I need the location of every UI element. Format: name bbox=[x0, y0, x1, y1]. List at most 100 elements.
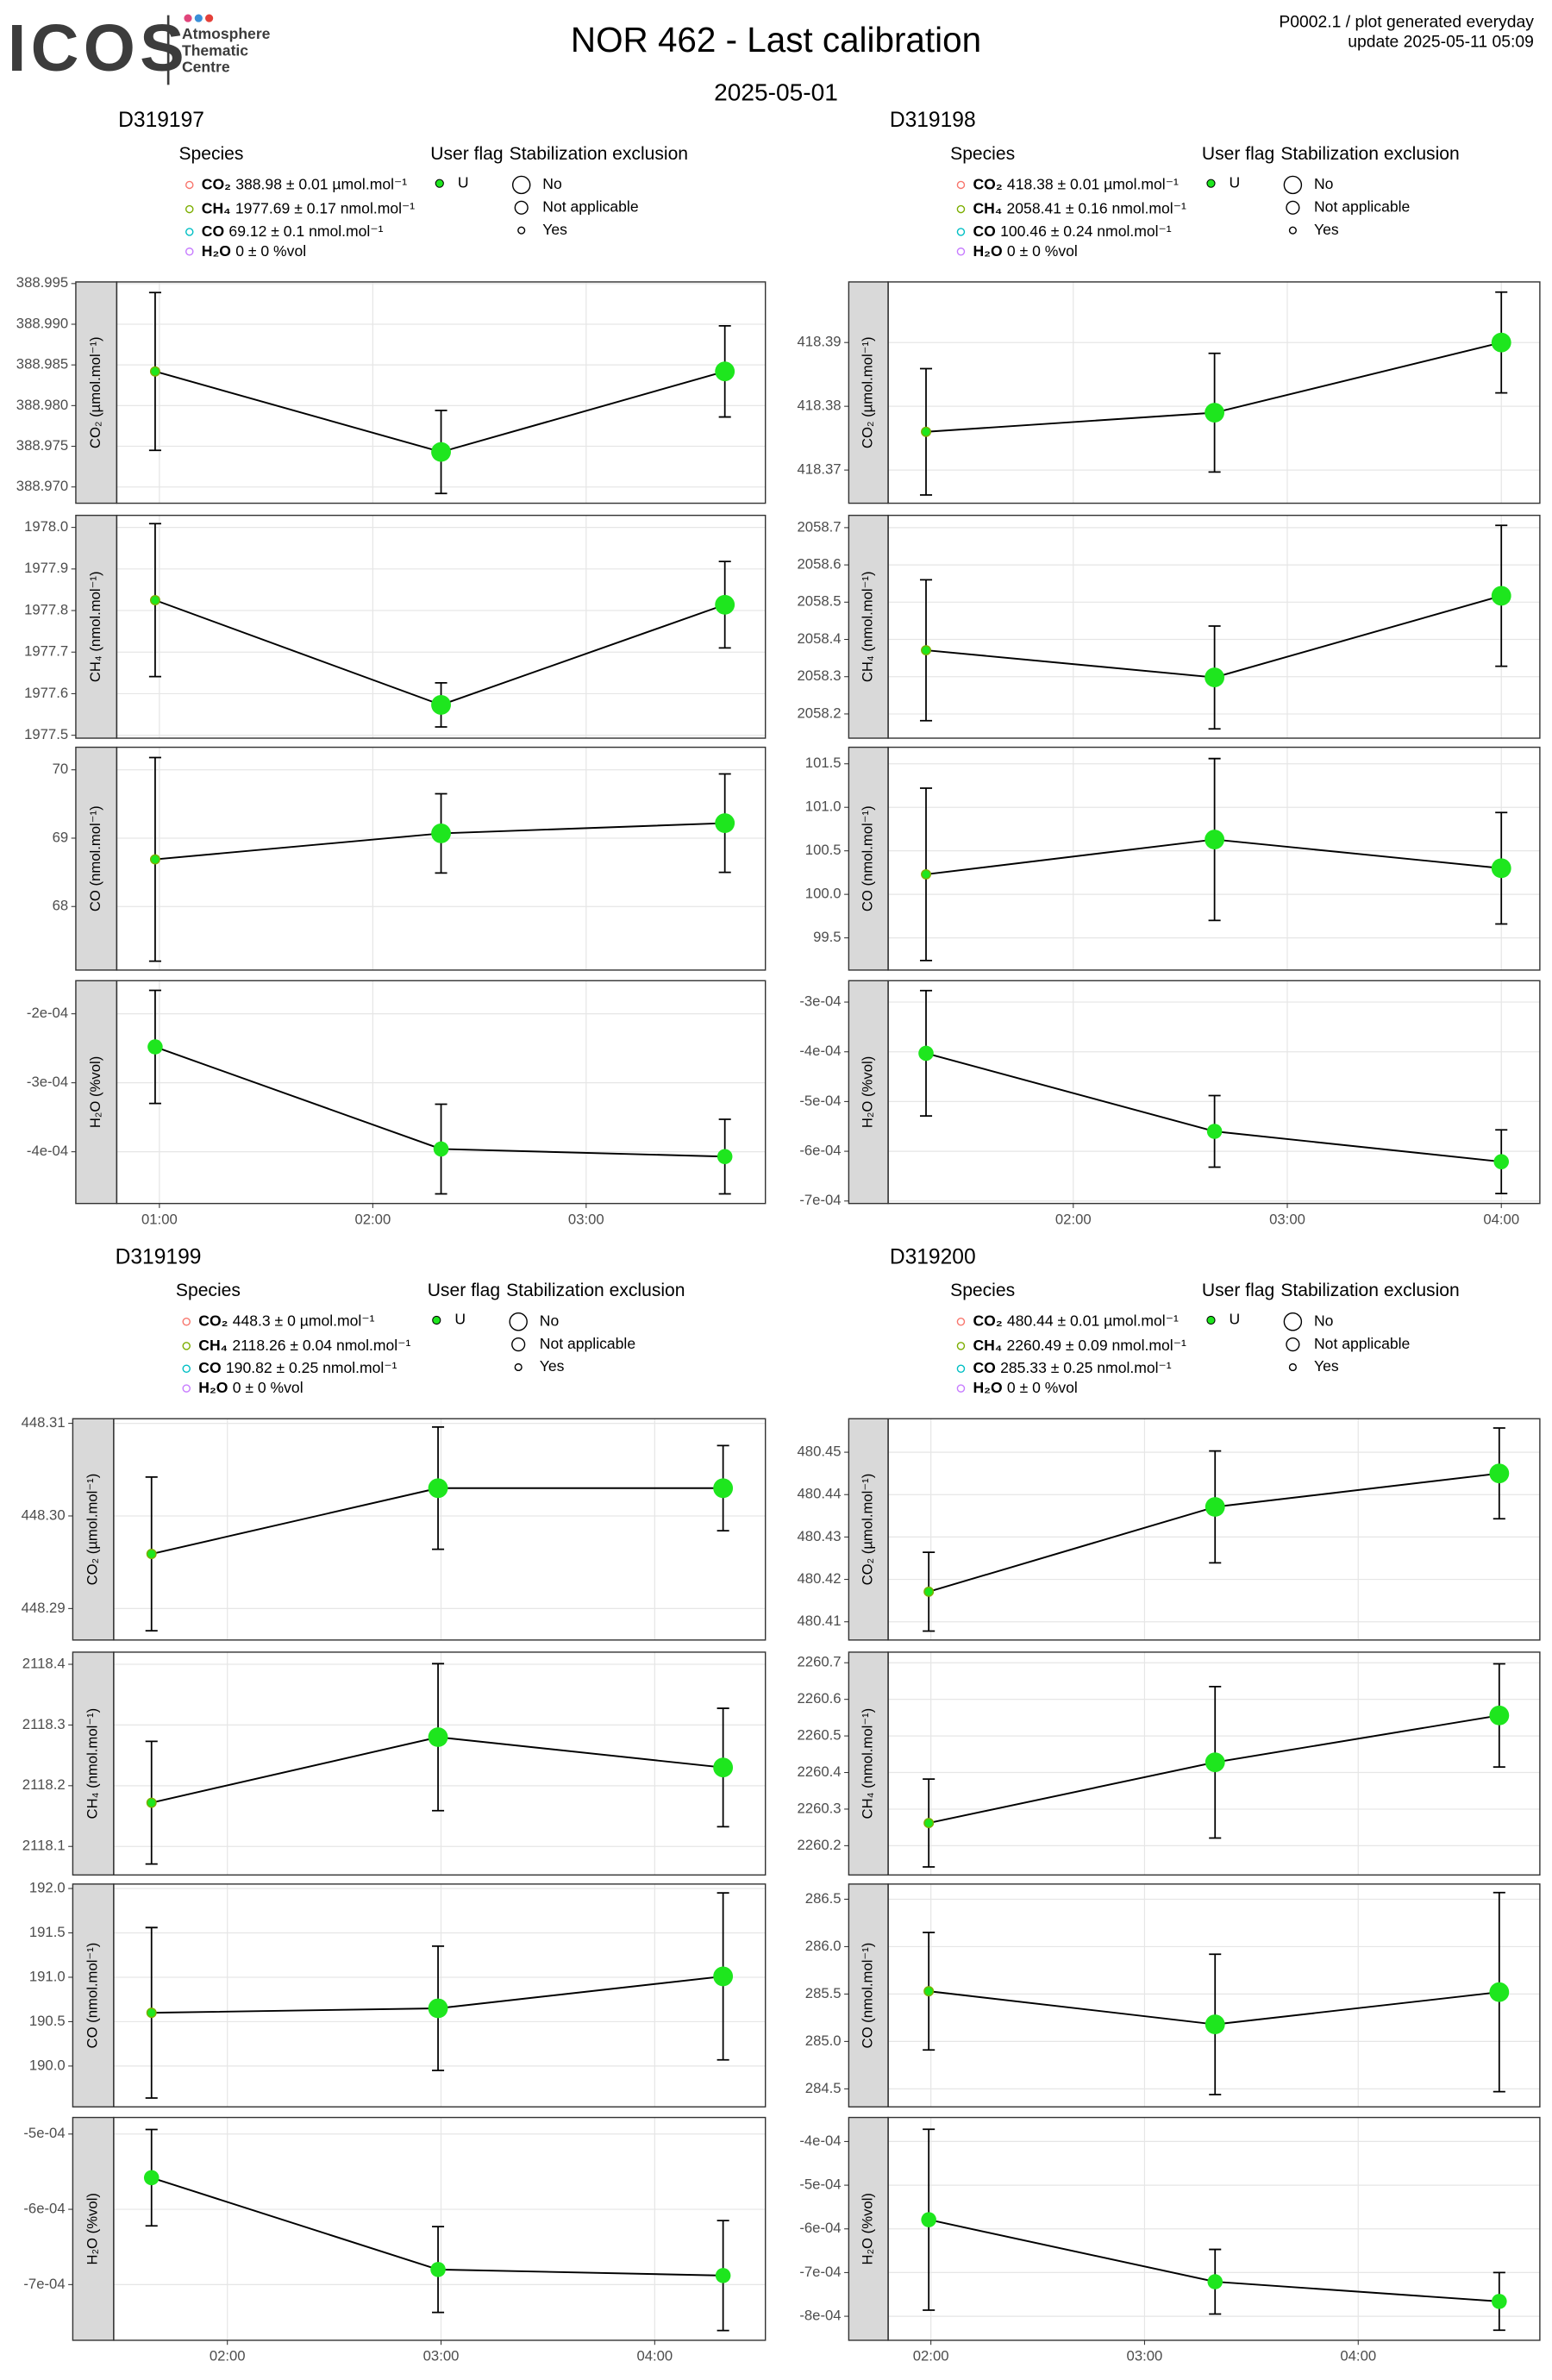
data-point bbox=[921, 645, 931, 656]
y-tick-label: 2260.6 bbox=[798, 1690, 842, 1707]
y-tick-label: 284.5 bbox=[805, 2080, 842, 2096]
page-title: NOR 462 - Last calibration bbox=[571, 20, 981, 60]
legend-entry: H₂O 0 ± 0 %vol bbox=[202, 241, 306, 259]
data-point bbox=[146, 1797, 157, 1808]
x-tick-label: 02:00 bbox=[1055, 1211, 1092, 1227]
facet-label: CO (nmol.mol⁻¹) bbox=[87, 805, 103, 911]
legend-swatch bbox=[185, 180, 194, 190]
data-point bbox=[1206, 1124, 1223, 1139]
y-tick-label: -4e-04 bbox=[799, 2133, 841, 2149]
data-point bbox=[923, 1586, 935, 1597]
legend-title: Species bbox=[178, 144, 243, 164]
y-tick-label: 2058.7 bbox=[798, 518, 842, 535]
y-tick-label: -5e-04 bbox=[23, 2125, 65, 2141]
legend-entry: CO 285.33 ± 0.25 nmol.mol⁻¹ bbox=[973, 1359, 1172, 1376]
data-point bbox=[1493, 1154, 1510, 1169]
data-point bbox=[921, 2212, 936, 2227]
legend-entry: H₂O 0 ± 0 %vol bbox=[973, 241, 1078, 259]
legend-swatch bbox=[956, 1342, 966, 1350]
legend-swatch bbox=[1286, 1337, 1300, 1352]
legend-entry: CO₂ 418.38 ± 0.01 µmol.mol⁻¹ bbox=[973, 175, 1179, 192]
y-tick-label: 480.41 bbox=[798, 1613, 842, 1629]
y-tick-label: 101.0 bbox=[805, 799, 842, 815]
species-value: 448.3 ± 0 µmol.mol⁻¹ bbox=[233, 1312, 375, 1329]
legend-entry: CO 69.12 ± 0.1 nmol.mol⁻¹ bbox=[202, 222, 384, 240]
legend-title: Species bbox=[950, 144, 1015, 164]
data-point bbox=[147, 1039, 163, 1055]
y-tick-label: 388.975 bbox=[16, 437, 68, 454]
y-tick-label: 192.0 bbox=[29, 1879, 66, 1895]
legend-swatch bbox=[511, 175, 531, 195]
y-tick-label: 70 bbox=[53, 761, 69, 777]
y-tick-label: 285.0 bbox=[805, 2032, 842, 2049]
legend-swatch bbox=[956, 204, 966, 214]
x-tick-label: 03:00 bbox=[1269, 1211, 1305, 1227]
logo-dot bbox=[205, 14, 214, 22]
y-tick-label: 448.31 bbox=[22, 1414, 66, 1431]
species-name: CO bbox=[202, 222, 224, 240]
legend-entry: U bbox=[454, 1311, 466, 1328]
legend-swatch bbox=[1283, 1312, 1303, 1331]
info-line: P0002.1 / plot generated everyday bbox=[1279, 13, 1534, 31]
data-point bbox=[713, 1757, 734, 1778]
y-tick-label: 101.5 bbox=[805, 755, 842, 771]
facet-label: CO (nmol.mol⁻¹) bbox=[84, 1943, 101, 2049]
facet-strip bbox=[848, 2116, 889, 2341]
legend-entry: No bbox=[540, 1312, 560, 1329]
data-point bbox=[1205, 667, 1225, 688]
plot-border bbox=[887, 281, 1541, 504]
legend-swatch bbox=[956, 1384, 966, 1393]
legend-entry: U bbox=[458, 173, 469, 191]
data-point bbox=[1205, 1752, 1225, 1773]
legend-entry: CO 100.46 ± 0.24 nmol.mol⁻¹ bbox=[973, 222, 1172, 240]
y-tick-label: -5e-04 bbox=[799, 1093, 841, 1109]
data-point bbox=[717, 1149, 733, 1165]
facet-label: H₂O (%vol) bbox=[87, 1056, 103, 1128]
y-tick-label: 448.30 bbox=[22, 1506, 66, 1523]
plot-background bbox=[113, 1651, 766, 1876]
data-point bbox=[1489, 1705, 1510, 1726]
species-value: 100.46 ± 0.24 nmol.mol⁻¹ bbox=[1000, 222, 1172, 240]
data-point bbox=[715, 361, 735, 382]
species-name: CH₄ bbox=[973, 199, 1003, 216]
y-tick-label: -3e-04 bbox=[27, 1074, 68, 1090]
legend-title: Stabilization exclusion bbox=[1280, 144, 1459, 164]
species-value: 388.98 ± 0.01 µmol.mol⁻¹ bbox=[235, 175, 407, 192]
y-tick-label: 191.5 bbox=[29, 1924, 66, 1940]
x-tick-label: 03:00 bbox=[1127, 2348, 1163, 2364]
legend-entry: CO 190.82 ± 0.25 nmol.mol⁻¹ bbox=[198, 1359, 397, 1376]
facet-label: CO₂ (µmol.mol⁻¹) bbox=[860, 1474, 876, 1586]
species-name: CH₄ bbox=[198, 1337, 228, 1354]
data-point bbox=[431, 824, 451, 843]
legend-swatch bbox=[956, 228, 966, 236]
facet-strip bbox=[72, 1651, 115, 1876]
y-tick-label: 1977.5 bbox=[24, 726, 68, 742]
y-tick-label: -7e-04 bbox=[799, 2264, 841, 2280]
x-tick-label: 01:00 bbox=[141, 1211, 178, 1227]
plot-border bbox=[887, 1883, 1541, 2108]
y-tick-label: 2118.3 bbox=[22, 1716, 66, 1732]
data-point bbox=[149, 594, 160, 605]
facet-strip bbox=[848, 1883, 889, 2108]
panel-title: D319198 bbox=[890, 109, 976, 132]
legend-entry: H₂O 0 ± 0 %vol bbox=[198, 1379, 303, 1396]
legend-entry: No bbox=[1314, 175, 1334, 192]
data-point bbox=[428, 1998, 448, 2019]
legend-swatch bbox=[1288, 1362, 1297, 1372]
plot-border bbox=[113, 2116, 767, 2341]
facet-strip bbox=[848, 1418, 889, 1641]
legend-entry: Not applicable bbox=[542, 197, 638, 215]
y-tick-label: -6e-04 bbox=[23, 2200, 65, 2216]
y-tick-label: -7e-04 bbox=[23, 2276, 65, 2292]
x-tick-label: 03:00 bbox=[568, 1211, 604, 1227]
y-tick-label: 2058.5 bbox=[798, 593, 842, 610]
data-point bbox=[433, 1141, 449, 1157]
data-point bbox=[431, 442, 451, 462]
species-name: CO₂ bbox=[973, 1312, 1003, 1329]
y-tick-label: 388.980 bbox=[16, 397, 68, 413]
data-point bbox=[715, 813, 735, 833]
y-tick-label: 2058.2 bbox=[798, 705, 842, 721]
data-point bbox=[713, 1478, 734, 1499]
logo-dot bbox=[194, 14, 203, 22]
